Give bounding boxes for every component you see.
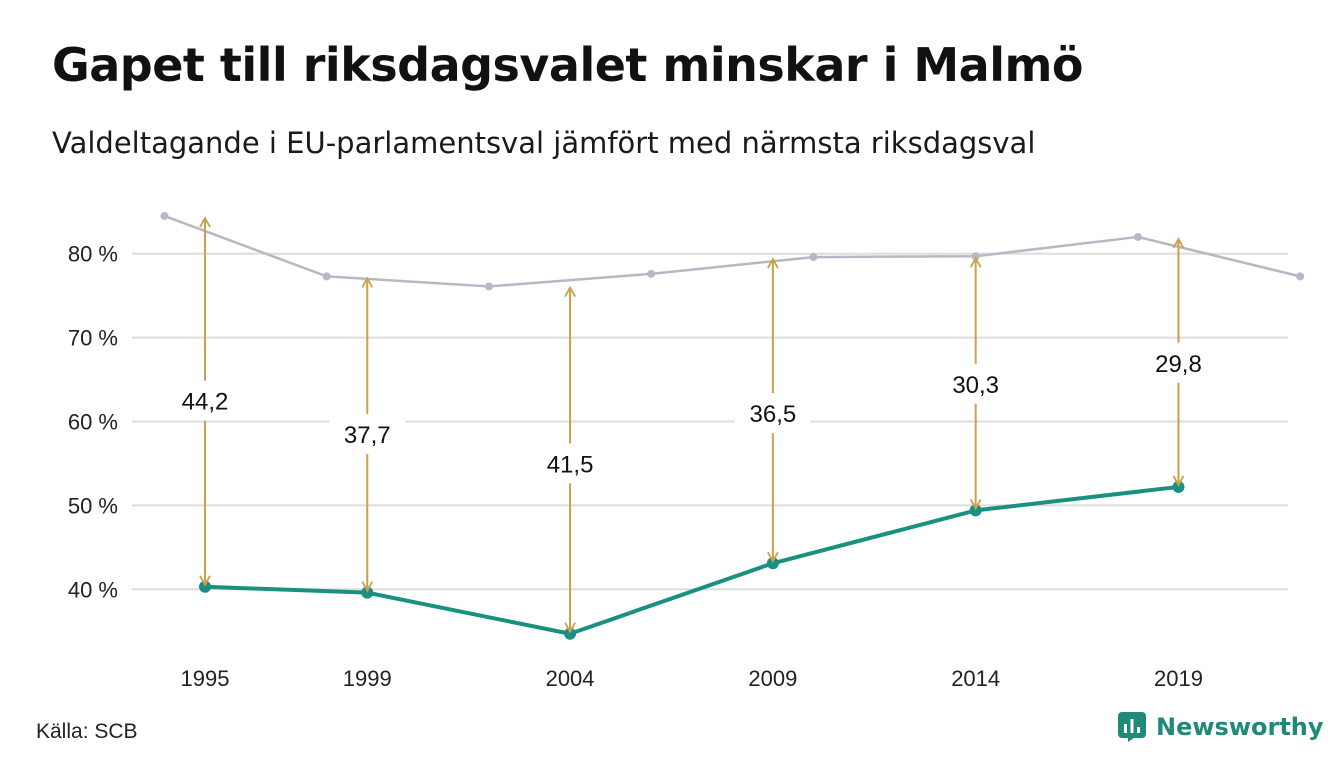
gap-label: 44,2	[182, 389, 229, 416]
y-tick-label: 70 %	[68, 326, 118, 351]
x-tick-label: 2019	[1154, 666, 1203, 691]
eu-turnout-line	[204, 484, 1179, 636]
brand-name: Newsworthy	[1156, 713, 1324, 741]
riksdag-turnout-line	[164, 214, 1301, 288]
x-tick-label: 2014	[951, 666, 1000, 691]
gap-label: 37,7	[344, 422, 391, 449]
gap-label-background	[734, 393, 811, 434]
gap-label-background	[1140, 342, 1217, 383]
source-note: Källa: SCB	[36, 720, 138, 743]
x-tick-label: 2004	[546, 666, 595, 691]
y-tick-label: 50 %	[68, 493, 118, 518]
riksdag-turnout-point	[647, 269, 656, 278]
riksdag-turnout-point	[1296, 272, 1305, 281]
gap-label-background	[329, 414, 406, 455]
y-tick-label: 80 %	[68, 242, 118, 267]
x-tick-label: 1995	[181, 666, 230, 691]
riksdag-turnout-point	[809, 253, 818, 262]
bar-chart-icon	[1118, 712, 1146, 742]
x-tick-label: 2009	[748, 666, 797, 691]
chart-subtitle: Valdeltagande i EU-parlamentsval jämfört…	[52, 126, 1036, 160]
gap-label: 29,8	[1155, 351, 1202, 378]
gap-label: 36,5	[750, 401, 797, 428]
gap-label-background	[937, 363, 1014, 404]
gap-label: 41,5	[547, 451, 594, 478]
gap-label-background	[532, 443, 609, 484]
gap-label: 30,3	[952, 372, 999, 399]
x-tick-label: 1999	[343, 666, 392, 691]
y-tick-label: 60 %	[68, 410, 118, 435]
riksdag-turnout-point	[160, 211, 169, 220]
brand-logo: Newsworthy	[1118, 712, 1324, 742]
riksdag-turnout-point	[484, 282, 493, 291]
riksdag-turnout-point	[322, 272, 331, 281]
gap-label-background	[167, 380, 244, 421]
chart-title: Gapet till riksdagsvalet minskar i Malmö	[52, 38, 1084, 92]
riksdag-turnout-point	[1133, 232, 1142, 241]
y-tick-label: 40 %	[68, 577, 118, 602]
